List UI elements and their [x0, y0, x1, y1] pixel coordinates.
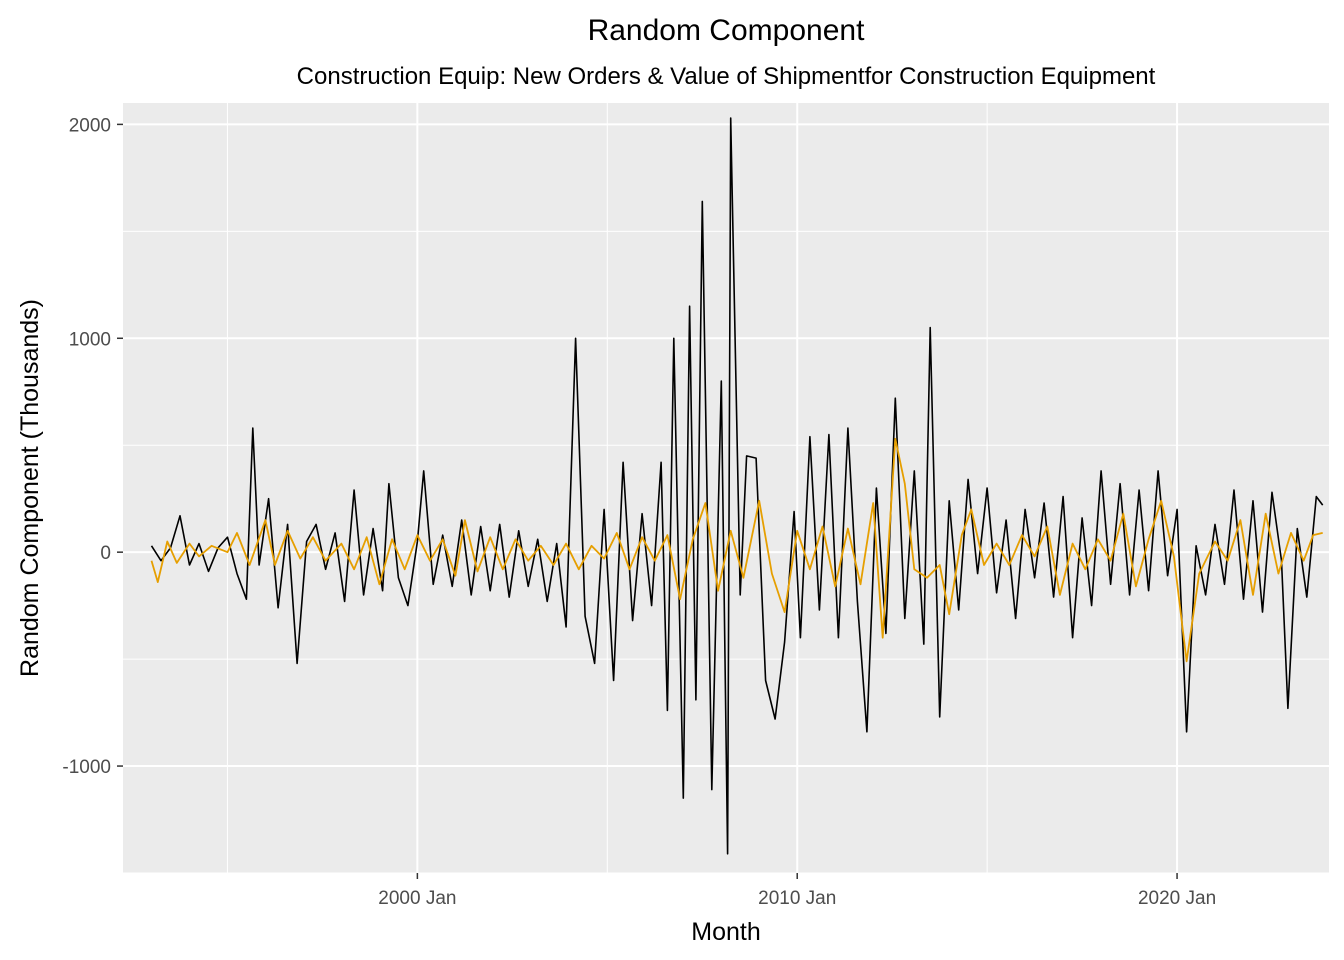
series-line-1 — [150, 117, 1324, 855]
y-axis: -1000 0 1000 2000 — [62, 115, 123, 778]
chart-title: Random Component — [588, 14, 865, 47]
x-tick-label: 2000 Jan — [378, 888, 456, 909]
chart-subtitle: Construction Equip: New Orders & Value o… — [297, 63, 1156, 90]
series-layer — [150, 117, 1324, 855]
y-tick-label: 2000 — [69, 115, 111, 136]
y-axis-title: Random Component (Thousands) — [16, 299, 44, 677]
x-axis-title: Month — [691, 918, 760, 946]
grid-minor — [123, 103, 1329, 874]
x-axis: 2000 Jan 2010 Jan 2020 Jan — [378, 873, 1216, 909]
x-tick-label: 2020 Jan — [1138, 888, 1216, 909]
grid-major — [123, 103, 1329, 873]
y-tick-label: -1000 — [62, 757, 111, 778]
series-line-2 — [150, 437, 1323, 663]
y-tick-label: 0 — [100, 543, 111, 564]
x-tick-label: 2010 Jan — [758, 888, 836, 909]
y-tick-label: 1000 — [69, 329, 111, 350]
